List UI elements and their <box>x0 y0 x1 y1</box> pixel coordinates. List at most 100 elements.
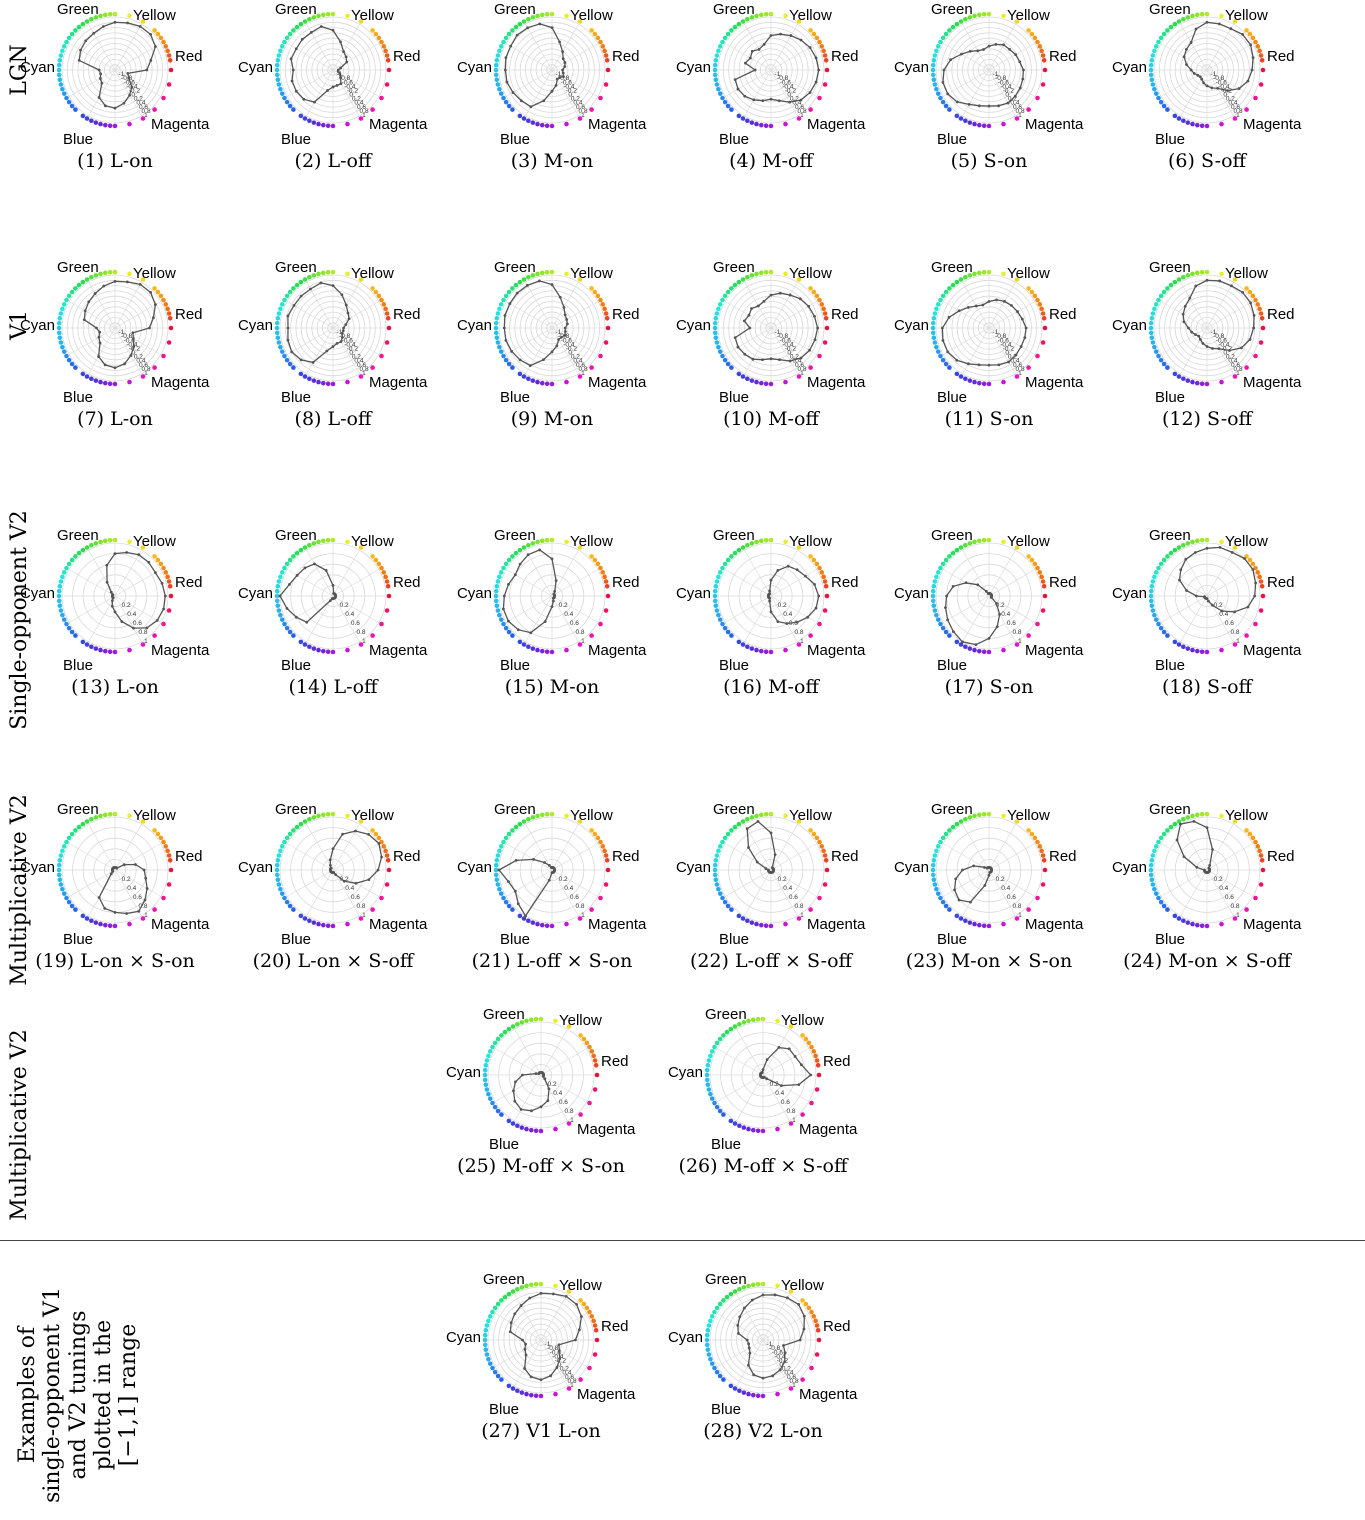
hue-dot <box>1153 349 1159 354</box>
polar-tuning-chart: 0.2 0.4 0.6 0.8 1 Green Yellow Red Cyan Blue Magen… <box>1102 800 1312 1000</box>
hue-dot <box>487 1049 493 1054</box>
grid-spoke <box>762 1048 810 1076</box>
hue-dot <box>69 903 75 909</box>
grid-spoke <box>525 823 553 871</box>
tuning-point <box>976 49 980 53</box>
grid-spoke <box>551 69 599 97</box>
tuning-point <box>552 592 556 596</box>
hue-dot <box>800 1033 805 1038</box>
tuning-point <box>128 93 131 97</box>
grid-spoke <box>540 1048 588 1076</box>
hue-dot <box>808 28 813 33</box>
hue-dot <box>1152 86 1157 92</box>
hue-dot <box>521 545 527 550</box>
tuning-point <box>1252 313 1256 317</box>
hue-dot <box>589 1049 595 1054</box>
grid-spoke <box>988 843 1036 871</box>
hue-dot <box>934 574 939 580</box>
radial-tick-label: -0.2 <box>785 345 797 352</box>
hue-dot <box>1035 565 1040 571</box>
radial-tick-label: 0.4 <box>136 100 145 107</box>
hue-dot <box>1185 541 1191 546</box>
grid-spoke <box>1160 569 1208 597</box>
hue-dot <box>93 120 99 125</box>
hue-dot <box>822 340 828 345</box>
hue-dot <box>167 583 173 589</box>
grid-spoke <box>762 1293 790 1341</box>
hue-dot <box>320 538 326 544</box>
grid-spoke <box>514 1293 542 1341</box>
hue-dot <box>740 545 746 550</box>
grid-spoke <box>286 327 334 355</box>
hue-dot <box>487 1096 493 1101</box>
hue-dot <box>526 376 531 382</box>
hue-dot <box>1219 813 1224 819</box>
tuning-point <box>558 1357 562 1361</box>
radial-tick-label: -0.4 <box>126 341 138 348</box>
grid-spoke <box>1206 301 1254 329</box>
hue-dot <box>64 839 69 845</box>
radial-tick-label: 0.2 <box>559 876 568 883</box>
tuning-point <box>778 1368 782 1372</box>
hue-dot <box>750 1282 756 1288</box>
radial-tick-label: 0.2 <box>340 602 349 609</box>
hue-dot <box>501 565 506 571</box>
radial-tick-label: 0.6 <box>795 104 804 111</box>
hue-dot <box>714 311 720 316</box>
hue-dot <box>112 269 118 275</box>
radial-tick-label: 0.4 <box>573 100 582 107</box>
radial-tick-label: 1 <box>792 1117 796 1124</box>
hue-dot <box>716 344 721 350</box>
hue-dot <box>717 1108 723 1114</box>
tuning-point <box>769 293 773 297</box>
tuning-point <box>951 584 955 588</box>
hue-dot <box>725 31 731 37</box>
hue-label-red: Red <box>831 48 859 65</box>
hue-dot <box>503 357 509 363</box>
hue-dot <box>940 625 946 631</box>
hue-label-green: Green <box>713 1 755 18</box>
grid-spoke <box>114 869 162 897</box>
hue-dot <box>930 588 936 594</box>
grid-spoke <box>962 549 990 597</box>
radial-tick-label: 0.8 <box>575 629 584 636</box>
hue-label-cyan: Cyan <box>20 59 55 76</box>
tuning-point <box>795 568 799 572</box>
tuning-point <box>1205 278 1209 282</box>
tuning-point <box>503 68 507 72</box>
hue-dot <box>1148 72 1154 78</box>
tuning-point <box>807 304 811 308</box>
radial-tick-label: 0.8 <box>579 108 588 115</box>
radial-tick-label: 0.2 <box>548 1081 557 1088</box>
hue-dot <box>1250 293 1256 299</box>
hue-dot <box>705 1082 711 1088</box>
hue-dot <box>102 12 108 18</box>
hue-dot <box>311 815 317 820</box>
hue-dot <box>1253 297 1258 303</box>
hue-dot <box>954 371 960 377</box>
tuning-point <box>505 80 509 84</box>
hue-dot <box>98 121 103 127</box>
hue-dot <box>107 649 113 655</box>
grid-spoke <box>942 843 990 871</box>
hue-dot <box>1165 828 1170 833</box>
tuning-point <box>299 294 303 298</box>
tuning-point <box>558 40 561 44</box>
hue-dot <box>783 921 788 927</box>
hue-label-cyan: Cyan <box>1112 59 1147 76</box>
hue-label-magenta: Magenta <box>577 1121 636 1138</box>
hue-dot <box>760 1281 766 1287</box>
hue-dot <box>284 625 290 631</box>
hue-dot <box>1244 828 1249 833</box>
tuning-curve <box>503 280 569 367</box>
hue-dot <box>73 107 78 112</box>
hue-dot <box>112 537 118 543</box>
hue-dot <box>320 270 326 276</box>
hue-label-cyan: Cyan <box>1112 859 1147 876</box>
tuning-point <box>508 302 512 306</box>
hue-dot <box>577 277 583 282</box>
hue-dot <box>564 271 569 277</box>
hue-dot <box>549 923 555 929</box>
